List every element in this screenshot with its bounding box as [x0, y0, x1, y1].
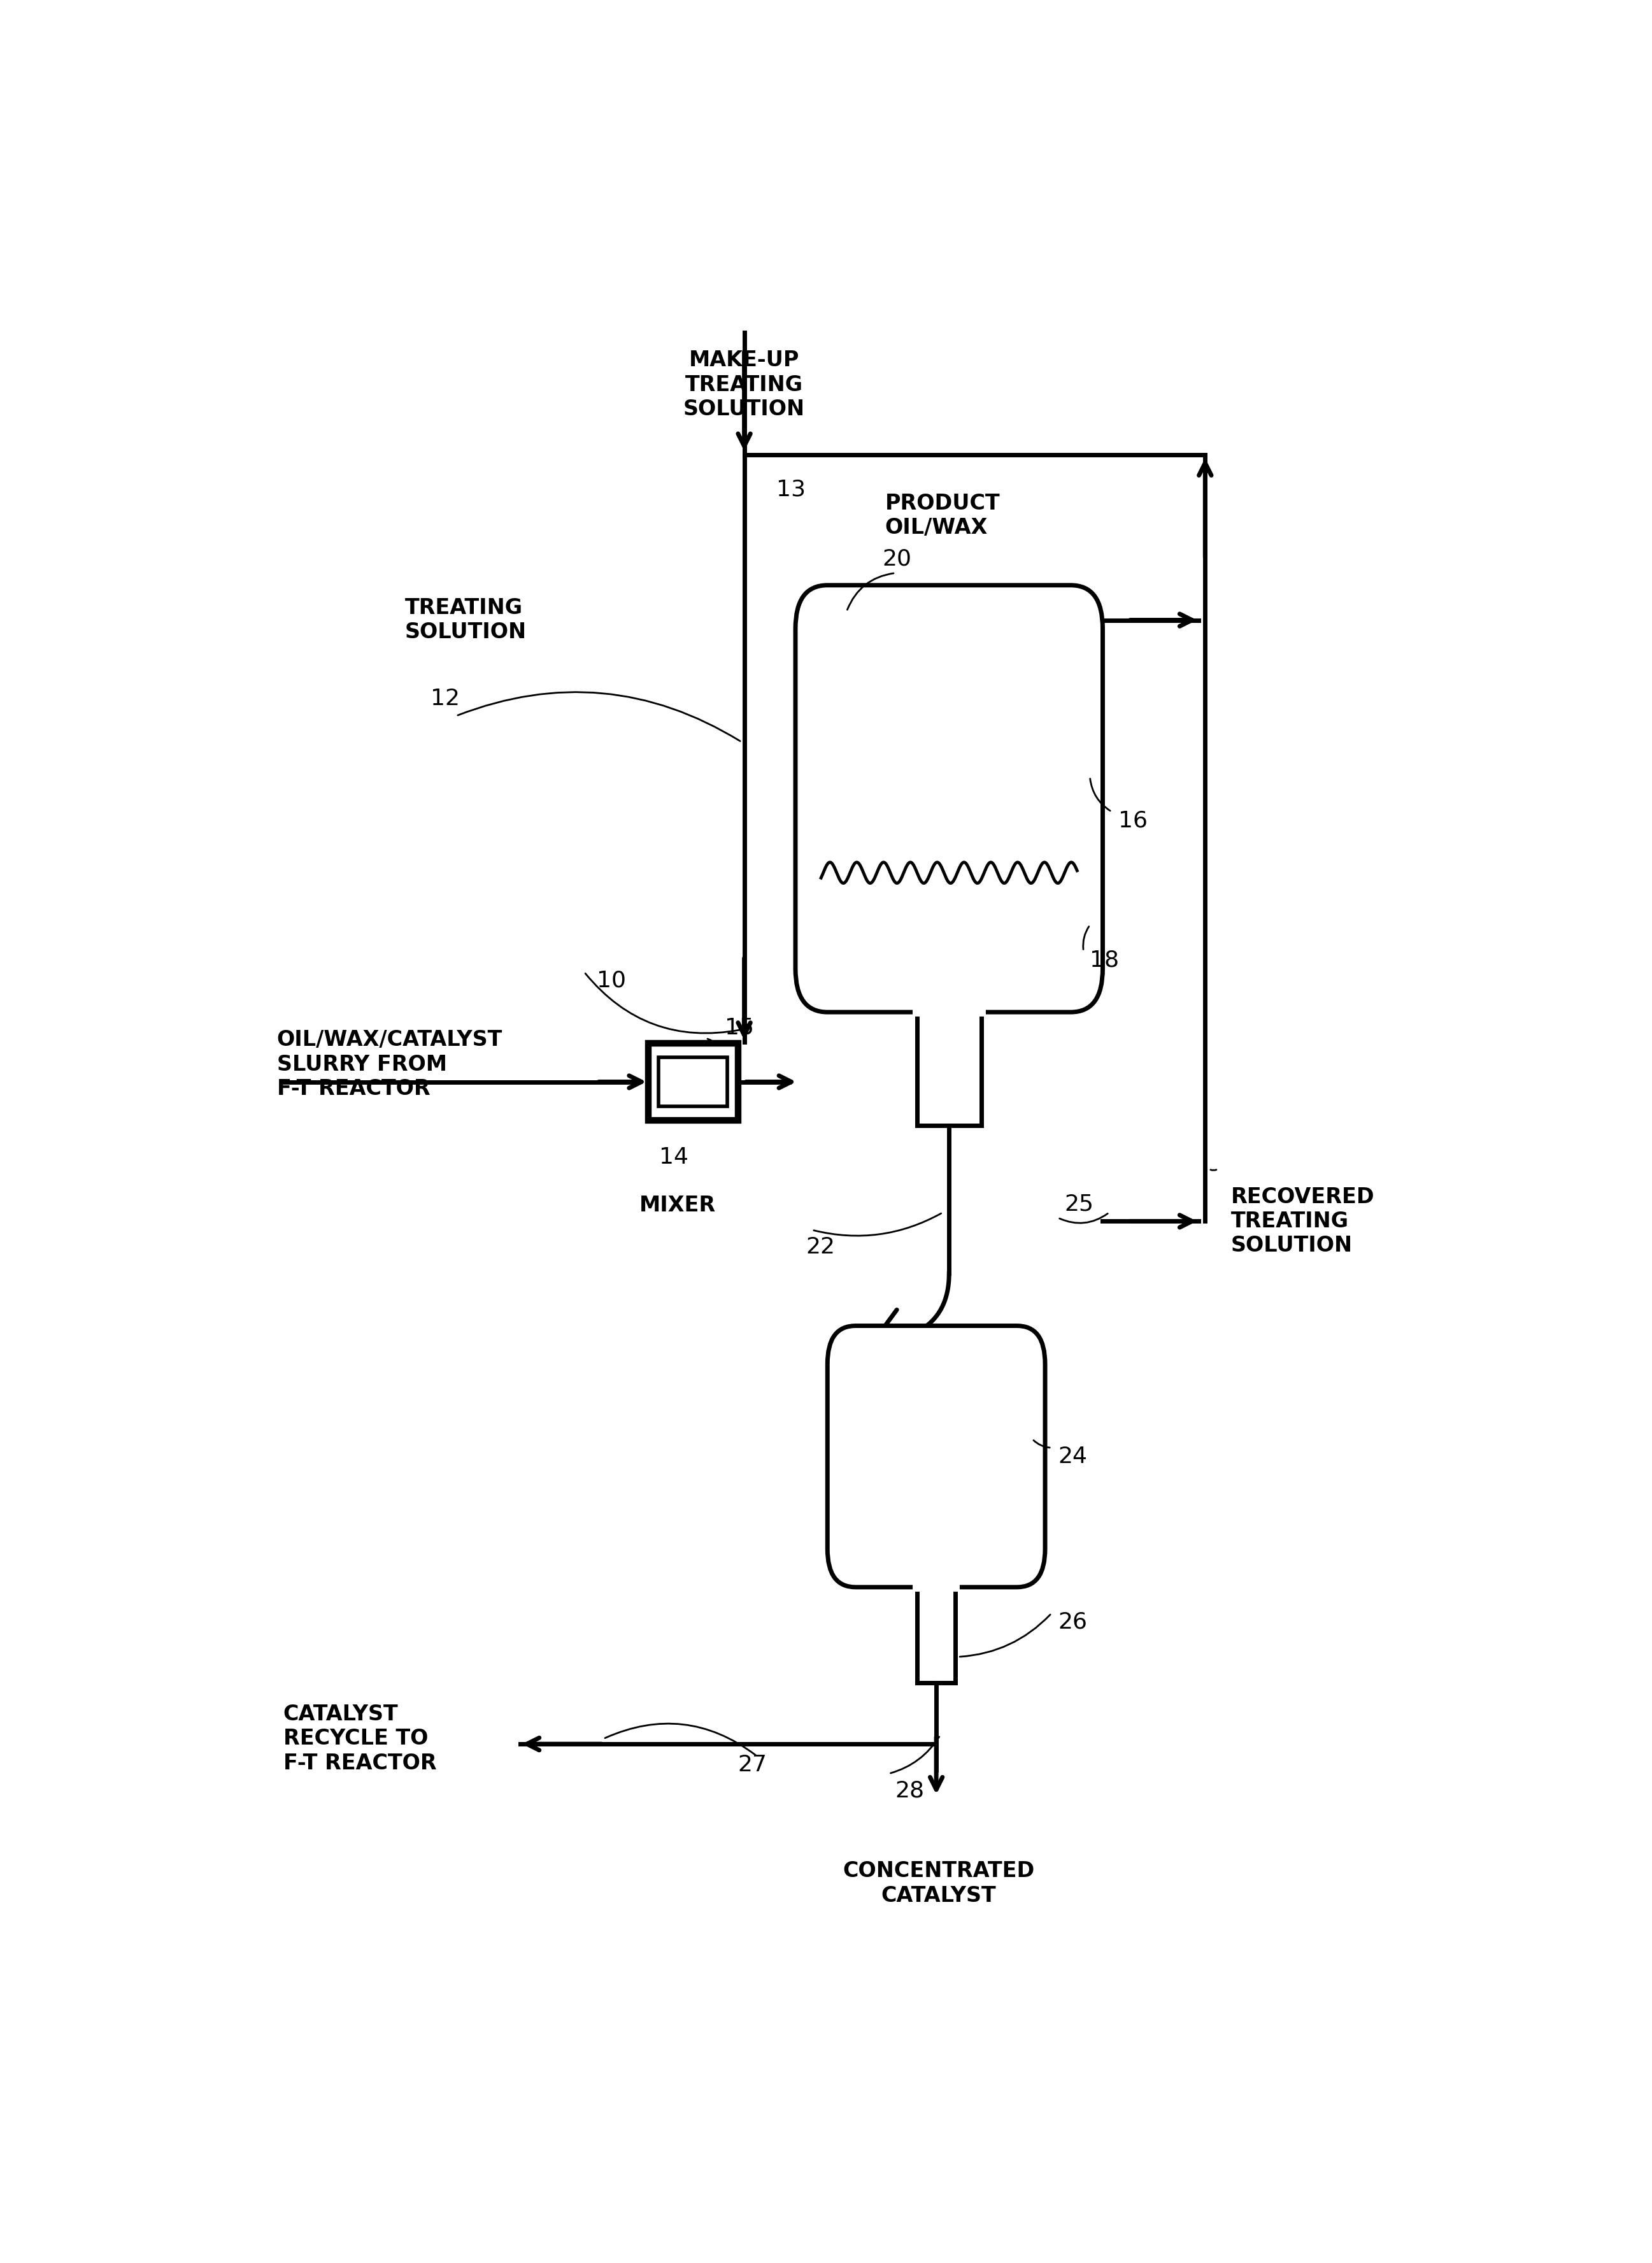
Text: 26: 26: [1057, 1611, 1087, 1634]
Text: 14: 14: [659, 1147, 689, 1168]
Text: 28: 28: [895, 1781, 925, 1801]
Text: CATALYST
RECYCLE TO
F-T REACTOR: CATALYST RECYCLE TO F-T REACTOR: [284, 1704, 436, 1774]
Bar: [648, 1043, 738, 1120]
Text: PRODUCT
OIL/WAX: PRODUCT OIL/WAX: [885, 493, 999, 539]
Text: 13: 13: [776, 477, 806, 500]
Text: TREATING
SOLUTION: TREATING SOLUTION: [405, 597, 527, 643]
Text: 27: 27: [738, 1754, 767, 1776]
Bar: [659, 1057, 727, 1107]
Text: 16: 16: [1118, 810, 1148, 831]
Text: MAKE-UP
TREATING
SOLUTION: MAKE-UP TREATING SOLUTION: [684, 351, 805, 419]
Text: RECOVERED
TREATING
SOLUTION: RECOVERED TREATING SOLUTION: [1231, 1186, 1374, 1256]
FancyBboxPatch shape: [828, 1326, 1046, 1586]
Text: OIL/WAX/CATALYST
SLURRY FROM
F-T REACTOR: OIL/WAX/CATALYST SLURRY FROM F-T REACTOR: [278, 1030, 502, 1100]
Text: 24: 24: [1057, 1446, 1087, 1466]
FancyBboxPatch shape: [796, 586, 1104, 1012]
Text: 12: 12: [431, 688, 459, 708]
Text: CONCENTRATED
CATALYST: CONCENTRATED CATALYST: [843, 1860, 1034, 1905]
Text: 10: 10: [596, 971, 626, 991]
Text: 20: 20: [882, 548, 912, 570]
Text: MIXER: MIXER: [639, 1195, 715, 1215]
Text: 18: 18: [1090, 948, 1120, 971]
Text: 22: 22: [806, 1236, 834, 1258]
Text: 25: 25: [1064, 1193, 1094, 1215]
Text: 15: 15: [725, 1016, 755, 1039]
